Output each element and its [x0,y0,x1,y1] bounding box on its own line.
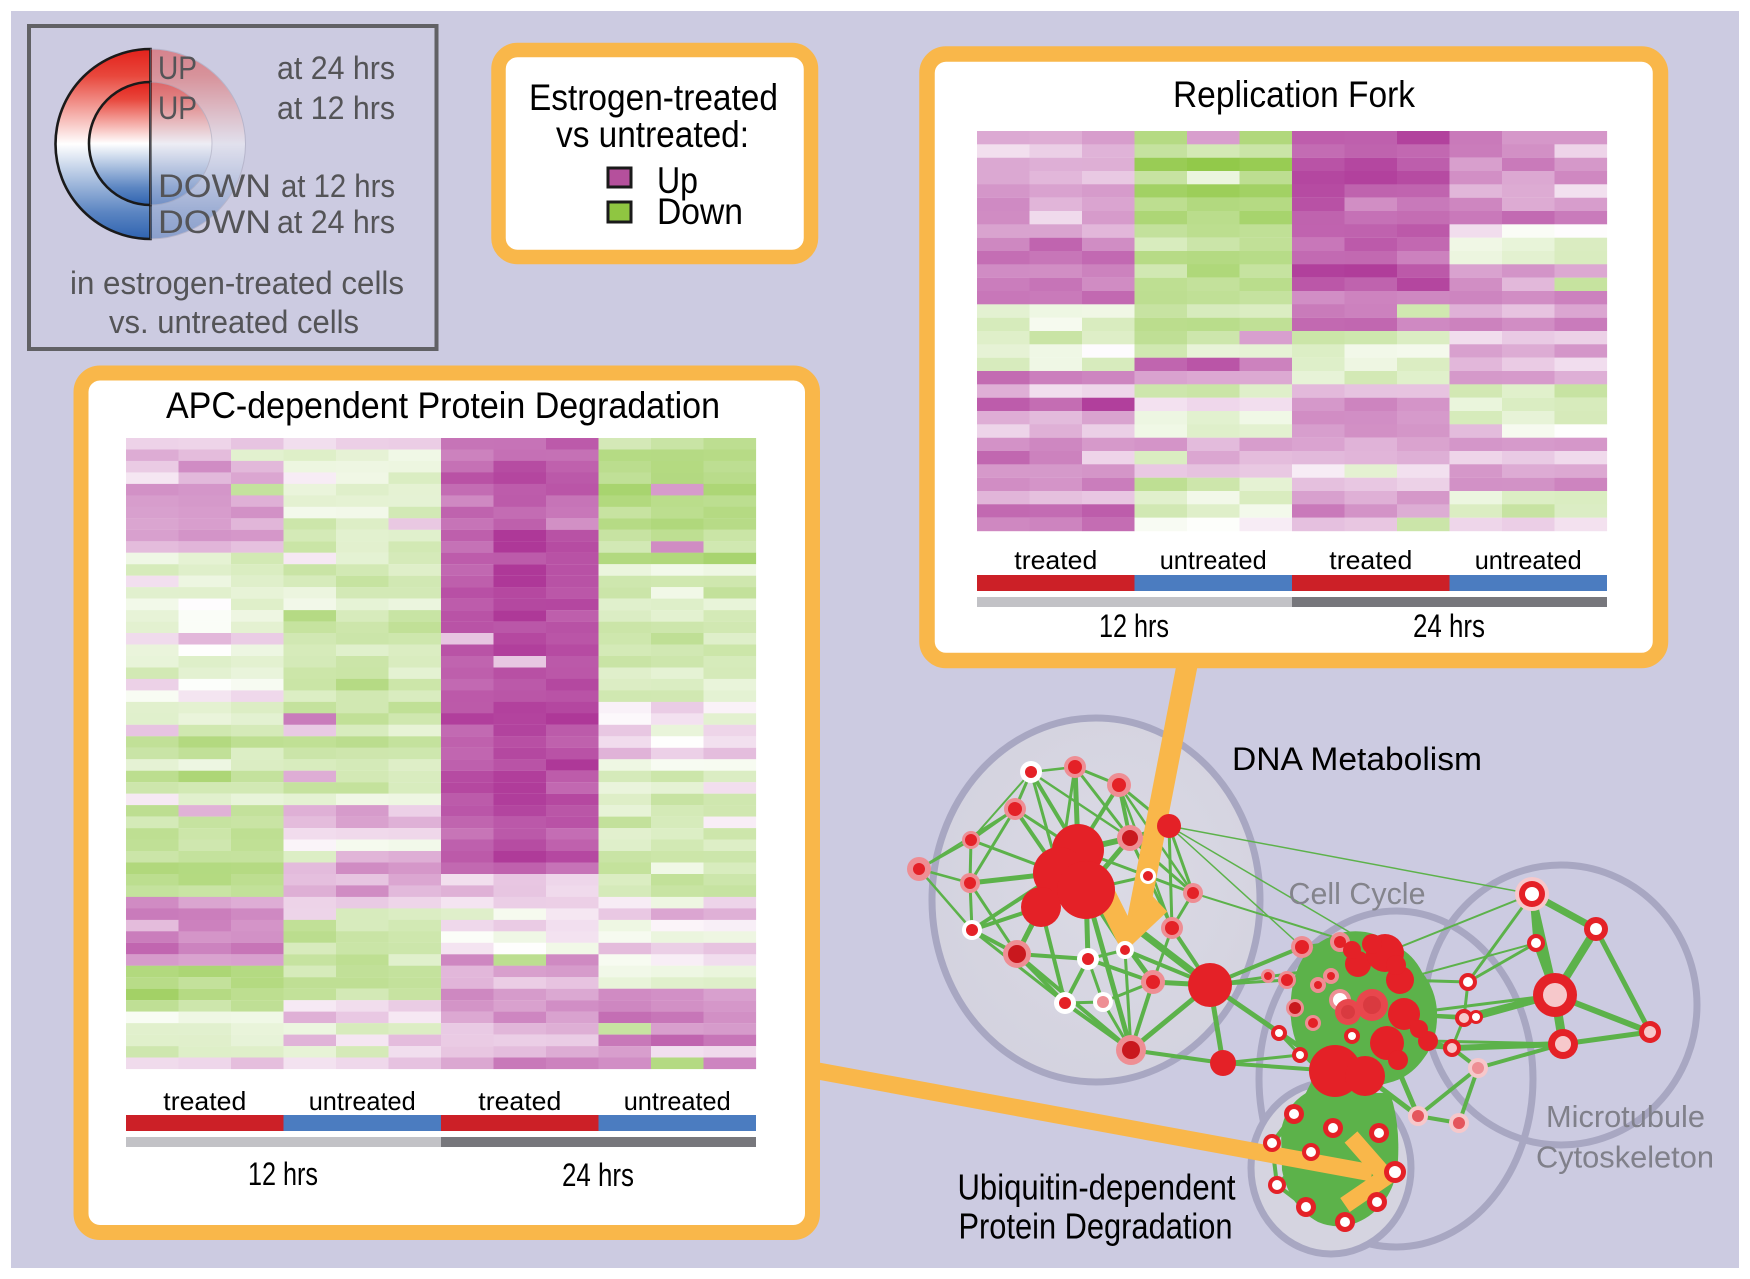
svg-text:Replication Fork: Replication Fork [1173,74,1415,115]
svg-text:vs untreated:: vs untreated: [556,114,749,155]
svg-text:24 hrs: 24 hrs [1413,608,1485,644]
svg-text:Cell Cycle: Cell Cycle [1289,876,1426,911]
svg-text:treated: treated [478,1086,561,1116]
svg-text:at 24 hrs: at 24 hrs [277,50,395,86]
svg-text:UP: UP [158,50,197,86]
svg-text:DOWN: DOWN [158,204,271,240]
svg-text:at 12 hrs: at 12 hrs [277,90,395,126]
svg-text:Cytoskeleton: Cytoskeleton [1536,1140,1714,1175]
svg-text:Protein Degradation: Protein Degradation [959,1206,1233,1247]
svg-text:APC-dependent Protein Degradat: APC-dependent Protein Degradation [166,385,720,426]
svg-text:at 12 hrs: at 12 hrs [281,168,395,204]
svg-text:12 hrs: 12 hrs [248,1156,318,1192]
svg-text:treated: treated [163,1086,246,1116]
svg-text:Ubiquitin-dependent: Ubiquitin-dependent [958,1166,1236,1207]
svg-text:UP: UP [158,90,197,126]
svg-text:at 24 hrs: at 24 hrs [277,204,395,240]
svg-text:Microtubule: Microtubule [1546,1099,1705,1134]
svg-text:untreated: untreated [1475,545,1582,575]
svg-text:DNA Metabolism: DNA Metabolism [1232,741,1482,777]
svg-text:Up: Up [657,160,698,201]
svg-text:24 hrs: 24 hrs [562,1157,634,1193]
svg-text:in estrogen-treated cells: in estrogen-treated cells [70,265,404,301]
svg-text:Down: Down [657,191,743,232]
svg-text:untreated: untreated [1160,545,1267,575]
svg-text:Estrogen-treated: Estrogen-treated [529,77,778,118]
svg-text:treated: treated [1014,545,1097,575]
svg-text:vs. untreated cells: vs. untreated cells [109,304,359,340]
svg-text:DOWN: DOWN [158,168,271,204]
svg-text:treated: treated [1329,545,1412,575]
svg-text:untreated: untreated [309,1086,416,1116]
svg-text:untreated: untreated [624,1086,731,1116]
svg-text:12 hrs: 12 hrs [1099,608,1169,644]
